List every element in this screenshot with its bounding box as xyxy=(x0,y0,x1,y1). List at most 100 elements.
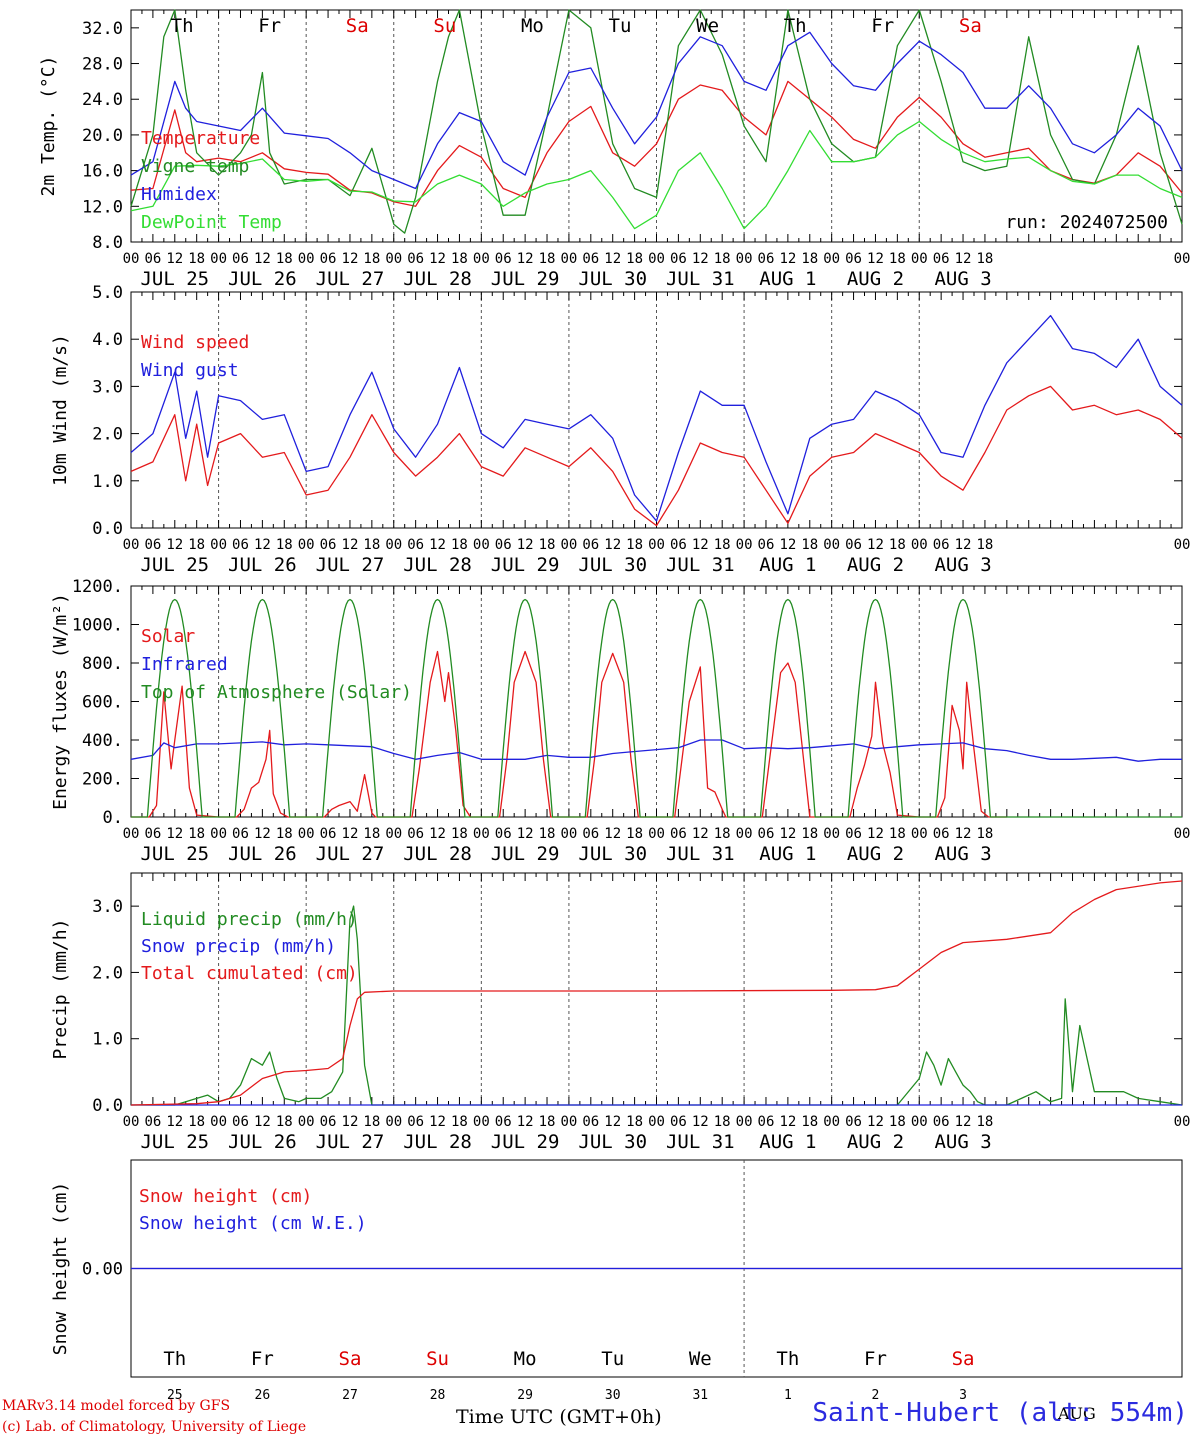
x-date-label: AUG 3 xyxy=(934,268,991,290)
x-hour-label: 12 xyxy=(692,1114,709,1130)
y-tick-label: 0. xyxy=(103,808,123,828)
weekday-label-bottom: Fr xyxy=(864,1348,887,1370)
x-hour-label: 00 xyxy=(911,826,928,842)
model-credit: MARv3.14 model forced by GFS xyxy=(2,1398,231,1414)
series-line-Solar xyxy=(131,650,1007,818)
x-date-label: AUG 3 xyxy=(934,1131,991,1153)
day-number-label: 28 xyxy=(430,1388,446,1403)
weekday-label-bottom: Sa xyxy=(339,1348,362,1370)
x-hour-label: 12 xyxy=(342,1114,359,1130)
x-hour-label: 06 xyxy=(407,1114,424,1130)
x-hour-label: 06 xyxy=(582,826,599,842)
x-hour-label: 06 xyxy=(758,251,775,267)
time-axis-label: Time UTC (GMT+0h) xyxy=(456,1406,662,1428)
weekday-label-bottom: Su xyxy=(426,1348,449,1370)
x-hour-label: 18 xyxy=(801,251,818,267)
weekday-label-bottom: We xyxy=(689,1348,712,1370)
x-hour-label: 06 xyxy=(582,1114,599,1130)
x-hour-label: 12 xyxy=(517,537,534,553)
series-line-Humidex xyxy=(130,31,1183,190)
x-date-label: AUG 1 xyxy=(759,1131,816,1153)
x-hour-label: 06 xyxy=(144,537,161,553)
x-hour-label: 18 xyxy=(889,251,906,267)
x-hour-label: 18 xyxy=(188,537,205,553)
x-hour-label: 06 xyxy=(582,251,599,267)
legend-entry: Wind speed xyxy=(141,332,249,353)
y-tick-label: 12.0 xyxy=(82,197,123,217)
y-tick-label: 3.0 xyxy=(92,377,123,397)
y-axis-label: 10m Wind (m/s) xyxy=(50,334,71,486)
x-date-label: AUG 1 xyxy=(759,268,816,290)
y-tick-label: 3.0 xyxy=(92,897,123,917)
x-hour-label: 12 xyxy=(254,1114,271,1130)
x-date-label: JUL 25 xyxy=(140,843,209,865)
x-hour-label: 06 xyxy=(933,537,950,553)
x-date-label: AUG 2 xyxy=(847,843,904,865)
x-hour-label: 00 xyxy=(736,1114,753,1130)
x-date-label: AUG 2 xyxy=(847,554,904,576)
x-date-label: JUL 25 xyxy=(140,1131,209,1153)
y-tick-label: 1200. xyxy=(72,577,123,597)
weekday-label-bottom: Fr xyxy=(251,1348,274,1370)
x-hour-label: 00 xyxy=(648,537,665,553)
x-hour-label: 00 xyxy=(560,251,577,267)
series-line-Temperature xyxy=(130,80,1183,207)
x-hour-label: 12 xyxy=(955,826,972,842)
x-hour-label: 06 xyxy=(232,537,249,553)
weekday-label-bottom: Tu xyxy=(601,1348,624,1370)
x-date-label: JUL 31 xyxy=(666,268,735,290)
x-hour-label: 12 xyxy=(867,826,884,842)
x-hour-label: 06 xyxy=(232,251,249,267)
x-date-label: JUL 30 xyxy=(578,1131,647,1153)
x-hour-label: 12 xyxy=(604,537,621,553)
x-hour-label: 12 xyxy=(604,1114,621,1130)
weekday-label-top: We xyxy=(696,15,719,37)
x-hour-label: 00 xyxy=(210,537,227,553)
x-hour-label: 18 xyxy=(626,537,643,553)
x-hour-label: 18 xyxy=(276,1114,293,1130)
lab-credit: (c) Lab. of Climatology, University of L… xyxy=(2,1419,307,1435)
series-line-Wind gust xyxy=(130,314,1183,522)
x-date-label: JUL 27 xyxy=(316,554,385,576)
panel-2 xyxy=(130,291,1183,529)
x-hour-label: 00 xyxy=(123,251,140,267)
x-hour-label: 18 xyxy=(626,1114,643,1130)
x-hour-label: 18 xyxy=(714,826,731,842)
x-hour-label: 12 xyxy=(779,537,796,553)
legend-entry: Top of Atmosphere (Solar) xyxy=(141,682,412,703)
x-date-label: JUL 29 xyxy=(491,268,560,290)
x-hour-label: 12 xyxy=(517,251,534,267)
x-hour-label: 00 xyxy=(123,826,140,842)
x-hour-label: 06 xyxy=(144,1114,161,1130)
x-hour-label: 12 xyxy=(342,537,359,553)
weekday-label-bottom: Mo xyxy=(514,1348,537,1370)
x-hour-label: 12 xyxy=(955,1114,972,1130)
x-hour-label: 18 xyxy=(451,1114,468,1130)
y-tick-label: 1000. xyxy=(72,616,123,636)
y-tick-label: 1.0 xyxy=(92,1030,123,1050)
x-hour-label: 06 xyxy=(845,1114,862,1130)
x-hour-label: 12 xyxy=(604,826,621,842)
x-hour-label: 06 xyxy=(407,537,424,553)
x-hour-label: 18 xyxy=(626,826,643,842)
x-date-label: JUL 28 xyxy=(403,268,472,290)
x-hour-label: 12 xyxy=(955,251,972,267)
x-hour-label: 00 xyxy=(385,251,402,267)
y-tick-label: 800. xyxy=(82,654,123,674)
x-hour-label: 00 xyxy=(560,1114,577,1130)
x-hour-label: 00 xyxy=(911,1114,928,1130)
y-tick-label: 0.0 xyxy=(92,519,123,539)
x-hour-label: 12 xyxy=(254,251,271,267)
x-hour-label: 00 xyxy=(385,1114,402,1130)
x-date-label: JUL 30 xyxy=(578,843,647,865)
legend-entry: Snow precip (mm/h) xyxy=(141,936,336,957)
x-date-label: JUL 31 xyxy=(666,554,735,576)
x-hour-label: 06 xyxy=(670,1114,687,1130)
weekday-label-top: Su xyxy=(433,15,456,37)
weekday-label-top: Th xyxy=(784,15,807,37)
x-hour-label: 06 xyxy=(495,537,512,553)
x-hour-label: 12 xyxy=(867,251,884,267)
day-number-label: 2 xyxy=(872,1388,880,1403)
y-tick-label: 4.0 xyxy=(92,330,123,350)
weekday-label-top: Th xyxy=(171,15,194,37)
